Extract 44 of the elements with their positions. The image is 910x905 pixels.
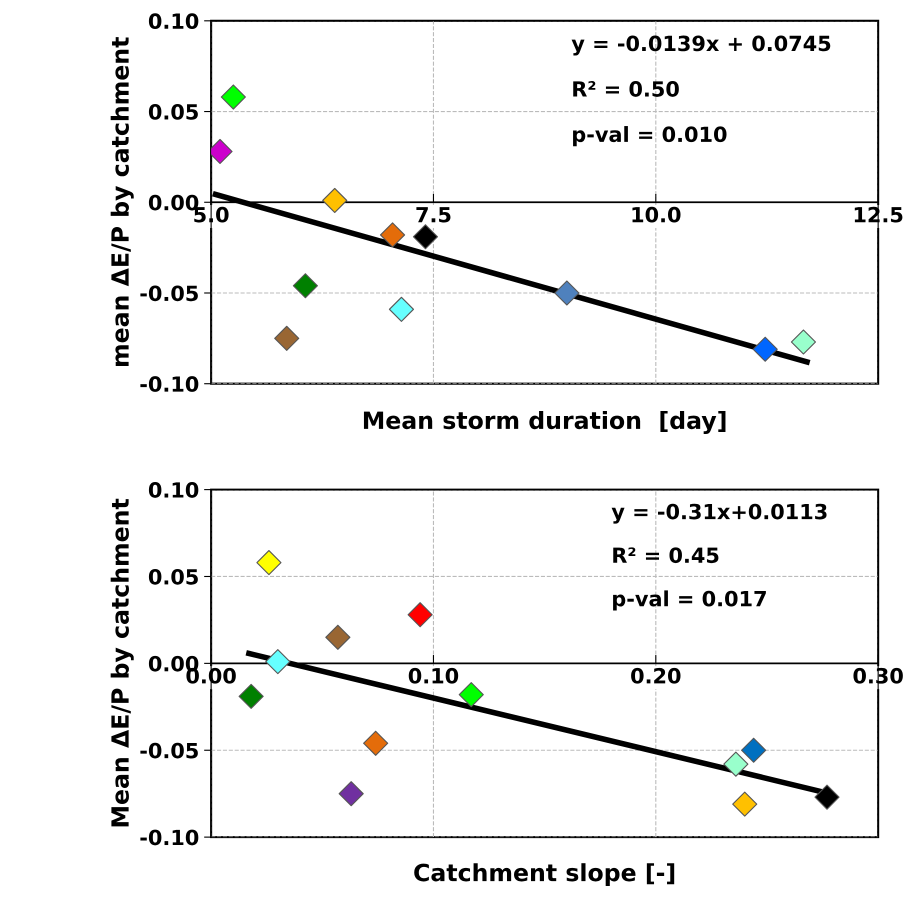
- point: [238, 684, 264, 709]
- point: [741, 738, 766, 763]
- x-axis-title: Catchment slope [-]: [414, 863, 674, 886]
- point: [292, 273, 318, 298]
- point: [408, 602, 433, 628]
- point: [274, 326, 300, 351]
- x-tick-label: 10.0: [632, 206, 681, 223]
- y-axis-title: Mean ΔE/P by catchment: [110, 498, 134, 826]
- point: [380, 222, 406, 248]
- y-tick-label: -0.10: [140, 376, 198, 392]
- point: [723, 752, 748, 777]
- y-tick-label: -0.10: [140, 830, 198, 846]
- y-tick-label: 0.05: [148, 568, 198, 585]
- point: [732, 792, 758, 817]
- x-tick-label: 0.10: [408, 668, 458, 684]
- y-tick-label: 0.10: [148, 13, 198, 30]
- point: [412, 224, 438, 250]
- annotation: y = -0.0139x + 0.0745: [572, 36, 830, 56]
- point: [752, 336, 778, 362]
- point: [814, 784, 840, 810]
- x-tick-label: 7.5: [416, 207, 450, 223]
- point: [338, 781, 364, 806]
- point: [325, 624, 350, 650]
- point: [363, 730, 388, 756]
- point: [790, 329, 816, 355]
- x-axis-title: Mean storm duration [day]: [364, 410, 726, 434]
- annotation: p-val = 0.017: [613, 590, 766, 611]
- y-tick-label: 0.10: [148, 482, 198, 498]
- y-tick-label: 0.05: [148, 104, 198, 120]
- annotation: y = -0.31x+0.0113: [612, 504, 827, 524]
- point: [220, 84, 246, 110]
- point: [554, 280, 580, 306]
- y-tick-label: -0.05: [140, 742, 198, 758]
- point: [265, 649, 290, 674]
- point: [256, 550, 282, 576]
- annotation: p-val = 0.010: [573, 126, 727, 146]
- point: [388, 296, 414, 322]
- annotation: R² = 0.45: [613, 547, 718, 564]
- point: [458, 682, 484, 708]
- point: [322, 188, 348, 214]
- y-tick-label: -0.05: [140, 285, 198, 302]
- x-tick-label: 0.20: [631, 668, 681, 684]
- annotation: R² = 0.50: [573, 81, 679, 97]
- y-axis-title: mean ΔE/P by catchment: [110, 37, 134, 366]
